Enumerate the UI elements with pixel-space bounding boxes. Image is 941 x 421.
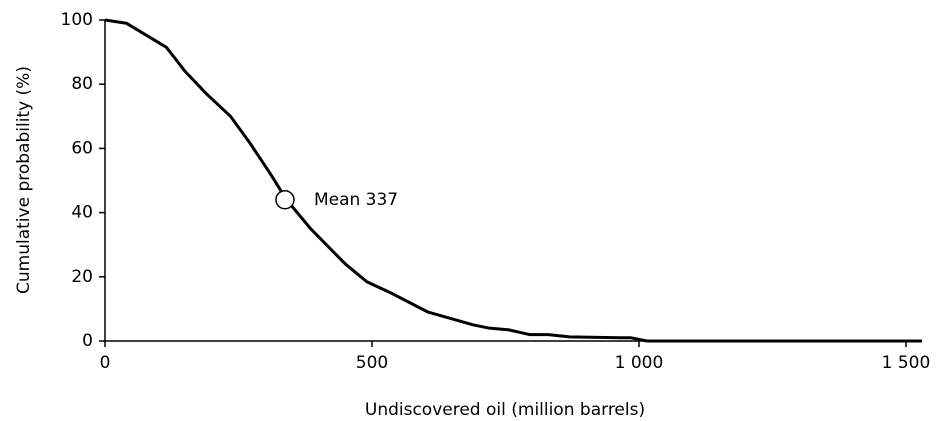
annotation: Mean 337 xyxy=(314,190,398,210)
y-tick-label: 0 xyxy=(82,331,93,351)
x-tick-label: 1 500 xyxy=(882,353,931,373)
y-tick-label: 100 xyxy=(61,10,93,30)
y-tick-label: 80 xyxy=(71,74,93,94)
x-tick-label: 500 xyxy=(356,353,388,373)
x-axis-label: Undiscovered oil (million barrels) xyxy=(365,400,645,420)
y-tick-label: 20 xyxy=(71,267,93,287)
y-tick-label: 60 xyxy=(71,138,93,158)
y-tick-label: 40 xyxy=(71,203,93,223)
y-axis-label: Cumulative probability (%) xyxy=(14,66,34,294)
mean-marker xyxy=(275,190,295,210)
line xyxy=(104,18,922,343)
x-tick-label: 0 xyxy=(100,353,111,373)
x-tick-label: 1 000 xyxy=(615,353,664,373)
